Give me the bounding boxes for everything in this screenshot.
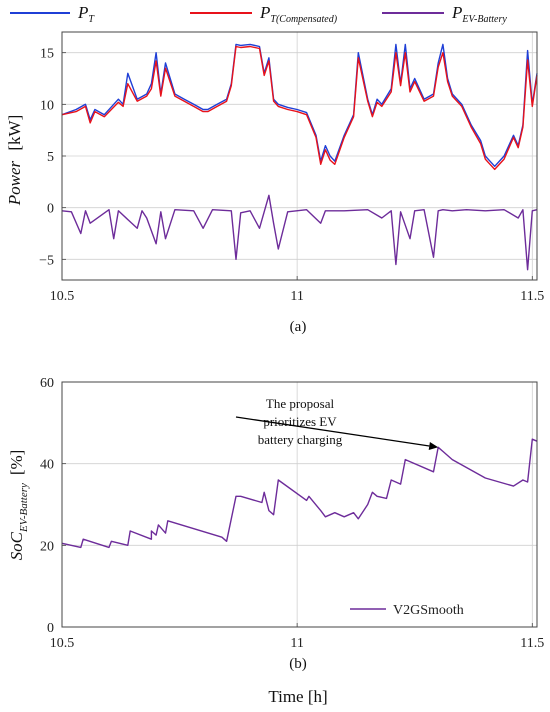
legend-b-label: V2GSmooth	[393, 603, 464, 618]
x-tick-label: 11.5	[520, 636, 544, 651]
legend-a-label: PT(Compensated)	[259, 3, 338, 25]
x-tick-label: 11	[290, 289, 303, 304]
y-tick-label: 15	[40, 47, 54, 62]
caption-a: (a)	[290, 319, 307, 335]
legend-a-label-main: P	[259, 3, 270, 22]
annotation: The proposal prioritizes EV battery char…	[235, 396, 439, 450]
legend-a-label-sub: T	[88, 14, 95, 25]
y-tick-label: 5	[47, 150, 54, 165]
series-b	[61, 438, 538, 549]
legend-a-label-sub: EV-Battery	[461, 14, 507, 25]
y-axis-label-a-main: Power	[5, 160, 24, 206]
axes-frame-a	[61, 31, 538, 281]
x-axis-label-b: Time [h]	[268, 687, 327, 706]
legend-a-label-sub: T(Compensated)	[270, 14, 337, 25]
y-axis-label-b-unit: [%]	[7, 450, 26, 475]
axes-frame-b	[61, 381, 538, 628]
grid-a	[61, 32, 537, 280]
y-tick-labels-b: 0 20 40 60	[40, 376, 54, 636]
y-axis-label-b: SoCEV-Battery [%]	[7, 450, 30, 561]
series-a	[61, 43, 538, 271]
series-line-v2gsmooth	[61, 438, 538, 549]
x-tick-labels-a: 10.5 11 11.5	[50, 289, 545, 304]
annotation-arrowhead	[428, 442, 439, 450]
annotation-arrow	[235, 416, 430, 447]
x-tick-label: 11.5	[520, 289, 544, 304]
y-tick-label: 0	[47, 202, 54, 217]
y-axis-label-b-sub: EV-Battery	[18, 483, 30, 533]
series-line-p-t	[61, 43, 538, 168]
annotation-line-2: prioritizes EV	[263, 414, 337, 429]
x-tick-label: 10.5	[50, 289, 75, 304]
legend-a: PT PT(Compensated) PEV-Battery	[10, 3, 507, 25]
x-tick-labels-b: 10.5 11 11.5	[50, 636, 545, 651]
y-axis-label-a-unit: [kW]	[5, 115, 24, 151]
y-tick-label: 10	[40, 98, 54, 113]
caption-b: (b)	[289, 656, 307, 672]
y-axis-label-a: Power [kW]	[5, 115, 24, 207]
y-tick-labels-a: −5 0 5 10 15	[39, 47, 54, 269]
series-line-p-ev-battery	[61, 194, 538, 271]
y-tick-label: 60	[40, 376, 54, 391]
y-tick-label: 20	[40, 539, 54, 554]
x-tick-label: 10.5	[50, 636, 75, 651]
chart-panel-b: 0 20 40 60 10.5 11 11.5 SoCEV-Battery [%] The …	[7, 376, 544, 706]
legend-a-label-main: P	[451, 3, 462, 22]
legend-b: V2GSmooth	[343, 594, 500, 622]
annotation-line-1: The proposal	[266, 396, 335, 411]
legend-b-box	[343, 594, 500, 622]
series-line-p-t-compensated-	[61, 45, 538, 171]
x-tick-label: 11	[290, 636, 303, 651]
y-tick-label: 0	[47, 621, 54, 636]
y-tick-label: −5	[39, 253, 54, 268]
y-tick-label: 40	[40, 458, 54, 473]
annotation-line-3: battery charging	[258, 432, 343, 447]
legend-a-label: PEV-Battery	[451, 3, 507, 25]
plot-area-b	[62, 382, 537, 627]
legend-a-label-main: P	[77, 3, 88, 22]
legend-a-label: PT	[77, 3, 95, 25]
y-axis-label-b-main: SoC	[7, 531, 26, 560]
